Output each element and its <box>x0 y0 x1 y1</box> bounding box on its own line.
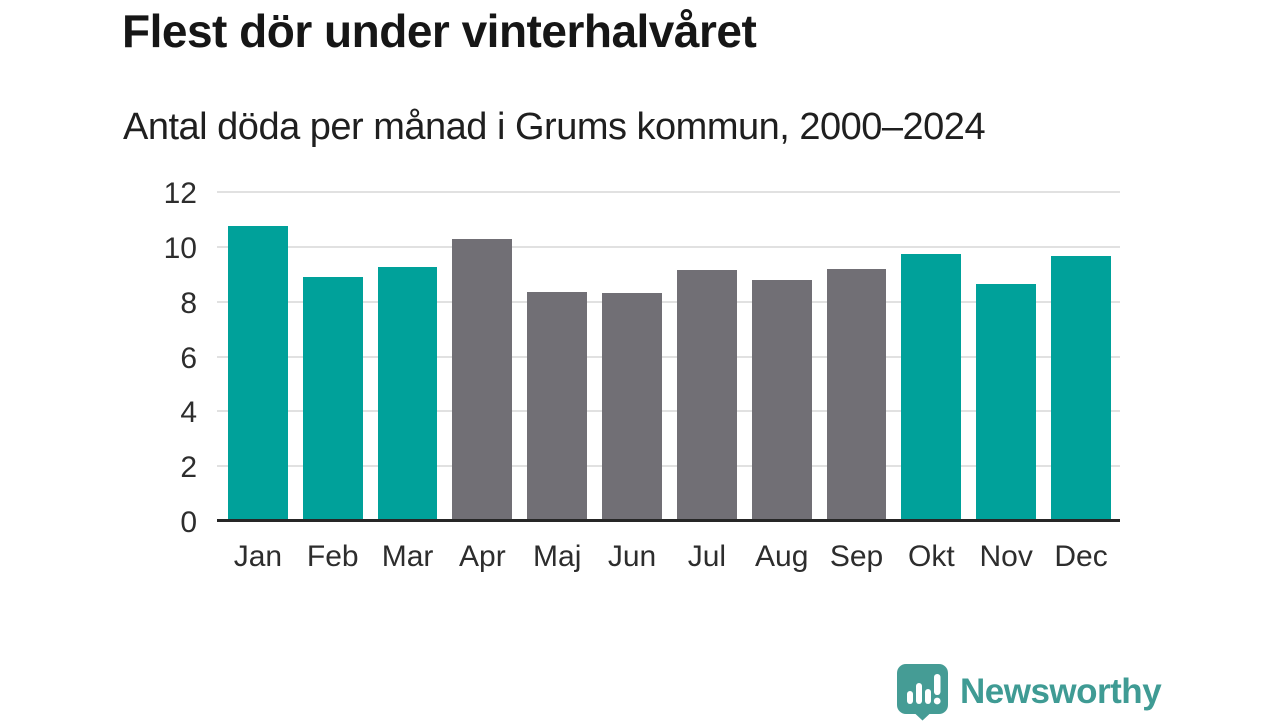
y-tick-label-4: 4 <box>180 396 197 430</box>
x-tick-label-dec: Dec <box>1054 540 1108 573</box>
bar-sep <box>826 268 887 521</box>
gridline-12 <box>217 191 1120 193</box>
bar-mar <box>377 267 438 521</box>
logo-bar-2 <box>916 683 922 704</box>
x-tick-label-maj: Maj <box>533 540 582 573</box>
logo-bar-3 <box>925 689 931 704</box>
x-tick-label-jul: Jul <box>687 540 727 573</box>
y-tick-label-10: 10 <box>163 231 197 265</box>
gridline-10 <box>217 245 1120 248</box>
y-tick-label-12: 12 <box>163 177 197 210</box>
newsworthy-speech-bubble-chart-icon <box>897 664 948 721</box>
x-axis-line <box>217 519 1120 522</box>
x-tick-label-aug: Aug <box>755 540 809 573</box>
bar-dec <box>1051 256 1111 521</box>
bar-jul <box>676 270 737 521</box>
bar-nov <box>976 283 1037 521</box>
bar-jan <box>228 226 288 521</box>
bar-series <box>217 192 1120 521</box>
gridline-2 <box>217 465 1120 468</box>
plot-area <box>217 191 1120 522</box>
bar-okt <box>901 253 962 521</box>
logo-exclamation-bar <box>934 674 941 695</box>
x-tick-label-jan: Jan <box>233 540 283 573</box>
bar-feb <box>302 277 363 521</box>
x-tick-label-jun: Jun <box>607 540 657 573</box>
bar-jun <box>602 293 662 521</box>
x-tick-label-okt: Okt <box>908 540 955 573</box>
y-tick-label-6: 6 <box>180 341 197 375</box>
bar-aug <box>751 279 812 521</box>
x-tick-label-feb: Feb <box>306 540 359 573</box>
x-tick-label-apr: Apr <box>459 540 506 573</box>
gridline-6 <box>217 355 1120 358</box>
x-axis: Jan Feb Mar Apr Maj Jun Jul Aug Sep Okt Nov Dec <box>217 540 1120 574</box>
bar-apr <box>452 238 513 521</box>
gridline-8 <box>217 300 1120 303</box>
gridline-4 <box>217 410 1120 413</box>
y-tick-label-8: 8 <box>180 286 197 320</box>
y-tick-label-2: 2 <box>180 451 197 485</box>
x-tick-label-mar: Mar <box>381 540 434 573</box>
y-axis: 0 2 4 6 8 10 12 <box>130 179 197 538</box>
x-tick-label-nov: Nov <box>979 540 1033 573</box>
y-tick-label-0: 0 <box>180 506 197 539</box>
logo-wordmark: Newsworthy <box>960 672 1162 711</box>
chart-title: Flest dör under vinterhalvåret <box>122 5 757 57</box>
logo-bar-1 <box>907 691 913 704</box>
newsworthy-logo: Newsworthy <box>896 663 1162 721</box>
logo-exclamation-dot <box>933 697 941 705</box>
bar-maj <box>527 292 588 521</box>
chart-subtitle: Antal döda per månad i Grums kommun, 200… <box>123 106 986 148</box>
x-tick-label-sep: Sep <box>829 540 884 573</box>
